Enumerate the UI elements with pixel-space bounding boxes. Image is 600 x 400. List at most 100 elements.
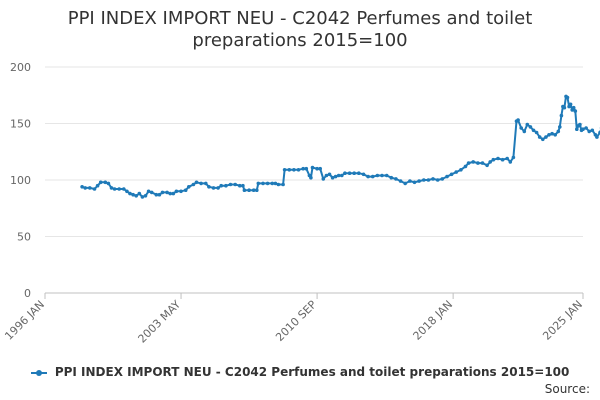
data-point[interactable]: [315, 166, 319, 171]
data-point[interactable]: [241, 183, 245, 188]
data-point[interactable]: [134, 194, 138, 198]
data-point[interactable]: [403, 181, 408, 186]
data-point[interactable]: [463, 164, 468, 169]
data-point[interactable]: [292, 168, 296, 172]
data-point[interactable]: [375, 173, 380, 178]
data-point[interactable]: [417, 179, 421, 183]
data-point[interactable]: [408, 179, 412, 183]
data-point[interactable]: [500, 157, 505, 162]
data-point[interactable]: [528, 125, 533, 129]
data-point[interactable]: [98, 180, 103, 185]
data-point[interactable]: [466, 161, 471, 165]
data-point[interactable]: [454, 170, 459, 174]
data-point[interactable]: [125, 189, 129, 194]
data-point[interactable]: [571, 105, 576, 110]
data-point[interactable]: [276, 182, 281, 187]
data-point[interactable]: [459, 168, 463, 172]
data-point[interactable]: [131, 192, 135, 197]
data-point[interactable]: [584, 126, 588, 130]
data-point[interactable]: [143, 194, 148, 198]
data-point[interactable]: [128, 191, 132, 196]
data-point[interactable]: [199, 181, 203, 186]
data-point[interactable]: [573, 109, 578, 113]
data-point[interactable]: [553, 133, 557, 137]
data-point[interactable]: [595, 135, 599, 139]
data-point[interactable]: [380, 173, 384, 178]
data-point[interactable]: [511, 155, 516, 160]
data-point[interactable]: [265, 181, 270, 186]
data-point[interactable]: [562, 105, 567, 110]
data-point[interactable]: [256, 181, 261, 186]
data-point[interactable]: [154, 192, 159, 197]
data-point[interactable]: [480, 161, 485, 165]
data-point[interactable]: [488, 160, 493, 164]
data-point[interactable]: [224, 183, 228, 188]
data-point[interactable]: [357, 171, 361, 175]
data-point[interactable]: [165, 190, 169, 195]
data-point[interactable]: [146, 189, 151, 194]
data-point[interactable]: [398, 179, 403, 183]
data-point[interactable]: [534, 130, 539, 135]
data-point[interactable]: [282, 168, 287, 172]
data-point[interactable]: [525, 122, 530, 127]
data-point[interactable]: [491, 157, 496, 162]
data-point[interactable]: [117, 187, 121, 191]
data-point[interactable]: [422, 178, 426, 182]
data-point[interactable]: [370, 174, 375, 179]
data-point[interactable]: [449, 172, 454, 177]
data-point[interactable]: [310, 165, 315, 170]
data-point[interactable]: [233, 182, 237, 187]
data-point[interactable]: [343, 171, 347, 175]
data-point[interactable]: [541, 137, 545, 142]
data-point[interactable]: [352, 171, 357, 175]
data-point[interactable]: [336, 173, 341, 178]
data-point[interactable]: [247, 188, 251, 192]
data-point[interactable]: [95, 183, 100, 188]
data-point[interactable]: [321, 177, 326, 181]
data-point[interactable]: [92, 187, 97, 191]
data-point[interactable]: [394, 177, 398, 181]
data-point[interactable]: [366, 174, 370, 179]
data-point[interactable]: [228, 182, 233, 187]
data-point[interactable]: [333, 174, 338, 179]
data-point[interactable]: [140, 195, 145, 199]
data-point[interactable]: [171, 191, 176, 196]
legend[interactable]: PPI INDEX IMPORT NEU - C2042 Perfumes an…: [0, 365, 600, 379]
data-point[interactable]: [578, 122, 582, 127]
data-point[interactable]: [183, 188, 188, 192]
data-point[interactable]: [568, 102, 573, 107]
data-point[interactable]: [389, 175, 394, 180]
data-point[interactable]: [590, 128, 595, 133]
data-point[interactable]: [219, 183, 223, 188]
data-point[interactable]: [318, 166, 323, 171]
data-point[interactable]: [361, 172, 366, 177]
data-point[interactable]: [168, 191, 172, 196]
data-point[interactable]: [505, 156, 510, 161]
data-point[interactable]: [160, 190, 165, 195]
data-point[interactable]: [187, 185, 191, 189]
data-point[interactable]: [522, 129, 527, 134]
data-point[interactable]: [242, 188, 247, 192]
data-point[interactable]: [537, 135, 542, 139]
data-point[interactable]: [440, 177, 445, 181]
data-point[interactable]: [80, 185, 84, 189]
data-point[interactable]: [531, 128, 536, 133]
data-point[interactable]: [194, 180, 199, 185]
data-point[interactable]: [508, 160, 513, 164]
data-point[interactable]: [550, 131, 554, 136]
data-point[interactable]: [281, 182, 285, 187]
data-point[interactable]: [519, 126, 523, 130]
data-point[interactable]: [273, 181, 278, 186]
data-point[interactable]: [254, 188, 259, 192]
data-point[interactable]: [544, 135, 548, 139]
data-point[interactable]: [179, 189, 183, 194]
data-point[interactable]: [112, 187, 117, 191]
data-point[interactable]: [496, 156, 500, 161]
data-point[interactable]: [149, 190, 154, 195]
data-point[interactable]: [270, 181, 275, 186]
data-point[interactable]: [251, 188, 256, 192]
data-point[interactable]: [565, 95, 570, 100]
data-point[interactable]: [191, 182, 196, 187]
data-point[interactable]: [471, 160, 476, 164]
data-point[interactable]: [88, 186, 92, 190]
